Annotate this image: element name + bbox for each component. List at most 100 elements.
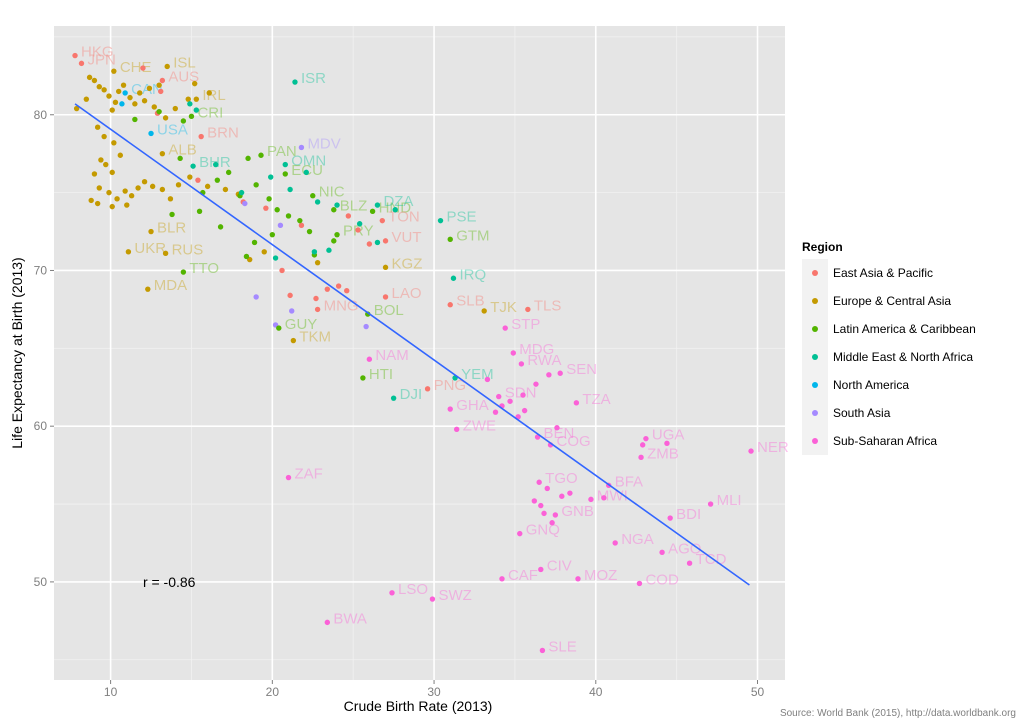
data-point	[117, 152, 124, 158]
point-label: MDA	[154, 277, 187, 294]
data-point	[533, 381, 539, 387]
data-point	[222, 186, 229, 193]
data-point	[172, 105, 178, 112]
data-point	[289, 308, 295, 314]
data-point	[575, 576, 581, 582]
data-point	[148, 228, 154, 235]
x-tick-label: 40	[589, 685, 603, 699]
point-label: NAM	[375, 347, 408, 364]
data-point	[525, 306, 531, 313]
data-point	[258, 152, 264, 158]
data-point	[213, 161, 219, 168]
data-point	[141, 98, 148, 104]
data-point	[162, 250, 169, 257]
data-point	[552, 512, 559, 518]
point-label: HTI	[369, 366, 393, 383]
point-label: NIC	[319, 184, 345, 201]
data-point	[363, 323, 369, 330]
data-point	[282, 161, 288, 168]
data-point	[664, 440, 670, 447]
data-point	[331, 207, 337, 213]
data-point	[374, 202, 381, 208]
data-point	[111, 68, 117, 74]
data-point	[162, 115, 169, 121]
data-point	[588, 496, 594, 503]
data-point	[78, 60, 85, 67]
data-point	[159, 186, 166, 193]
point-label: AUS	[168, 69, 199, 86]
point-label: MDV	[307, 135, 340, 152]
data-point	[573, 400, 580, 406]
data-point	[106, 93, 112, 99]
data-point	[149, 183, 156, 190]
data-point	[538, 566, 544, 573]
data-point	[94, 124, 101, 130]
point-label: PAN	[267, 143, 297, 160]
data-point	[297, 217, 303, 224]
point-label: PSE	[447, 209, 477, 226]
data-point	[324, 619, 331, 626]
data-point	[390, 395, 397, 401]
data-point	[450, 275, 457, 281]
data-point	[109, 169, 115, 176]
legend-swatch	[812, 326, 818, 332]
data-point	[429, 596, 436, 602]
point-label: BOL	[374, 302, 404, 319]
point-label: SWZ	[438, 587, 471, 604]
source-note: Source: World Bank (2015), http://data.w…	[780, 708, 1016, 719]
data-point	[314, 199, 321, 205]
data-point	[345, 213, 352, 219]
legend-label: South Asia	[833, 406, 891, 420]
data-point	[175, 182, 182, 188]
data-point	[148, 130, 154, 137]
data-point	[125, 249, 132, 255]
point-label: CHE	[120, 59, 152, 76]
data-point	[601, 495, 607, 501]
point-label: DZA	[383, 193, 413, 210]
data-point	[287, 292, 293, 299]
point-label: COD	[645, 571, 679, 588]
data-point	[86, 74, 93, 81]
data-point	[447, 406, 453, 412]
data-point	[141, 179, 148, 185]
point-label: UGA	[652, 427, 685, 444]
point-label: TLS	[534, 297, 562, 314]
data-point	[559, 493, 565, 499]
data-point	[546, 372, 552, 378]
legend-swatch	[812, 354, 818, 360]
data-point	[96, 84, 102, 90]
data-point	[192, 80, 198, 87]
point-label: JPN	[87, 51, 115, 68]
data-point	[331, 238, 337, 244]
data-point	[190, 163, 196, 169]
point-label: BDI	[676, 506, 701, 523]
point-label: IRL	[202, 87, 225, 104]
data-point	[686, 560, 693, 566]
point-label: USA	[157, 121, 188, 138]
data-point	[98, 157, 104, 163]
y-tick-label: 80	[34, 108, 48, 122]
legend-title: Region	[802, 240, 843, 254]
data-point	[496, 393, 502, 400]
data-point	[667, 515, 673, 521]
data-point	[292, 79, 298, 85]
legend: Region East Asia & Pacific Europe & Centr…	[802, 240, 976, 455]
data-point	[538, 502, 544, 509]
point-label: GNB	[561, 503, 594, 520]
data-point	[206, 90, 212, 96]
data-point	[303, 169, 309, 176]
correlation-annotation: r = -0.86	[143, 574, 196, 590]
y-tick-label: 50	[34, 575, 48, 589]
data-point	[238, 189, 245, 196]
data-point	[188, 113, 195, 120]
data-point	[88, 197, 94, 204]
data-point	[437, 217, 444, 224]
data-point	[114, 196, 120, 202]
data-point	[382, 294, 389, 300]
data-point	[146, 85, 153, 91]
data-point	[314, 306, 321, 313]
data-point	[748, 448, 754, 454]
point-label: MOZ	[584, 567, 617, 584]
y-tick-label: 70	[34, 263, 48, 277]
